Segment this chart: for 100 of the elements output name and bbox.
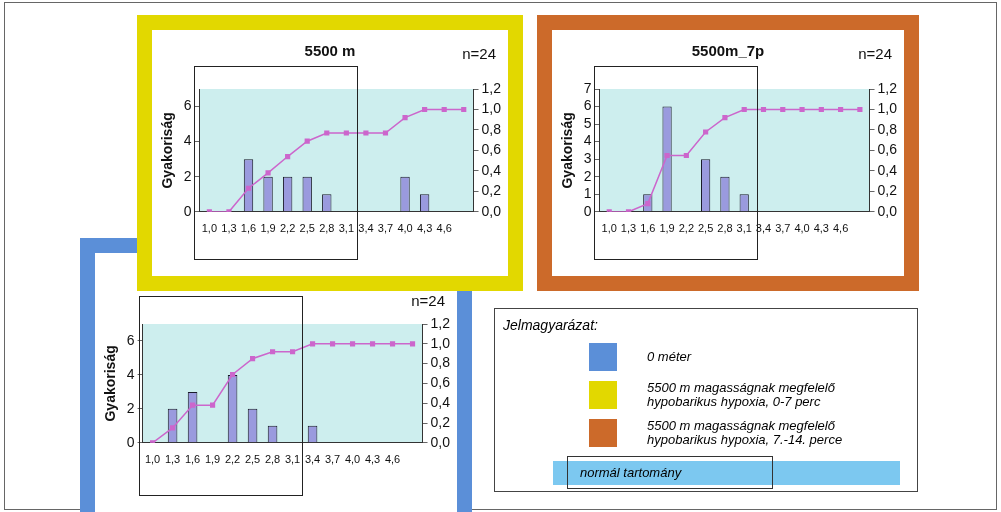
point [289,349,296,355]
x-tick-label: 1,0 [144,453,161,466]
text: n=24 [411,292,445,310]
y2-tick-label: 1,0 [877,100,898,117]
x-tick-label: 4,6 [832,222,849,235]
point [269,349,276,355]
y2-tick-label: 1,0 [430,334,451,351]
text: n=24 [462,45,496,63]
y2-tick-label: 0,8 [430,354,451,371]
y2-tick-label: 0,6 [481,141,502,158]
x-tick-label: 1,3 [620,222,637,235]
y-tick-label: 4 [583,132,592,149]
point [722,115,728,121]
x-tick-label: 4,3 [416,222,433,235]
x-tick-label: 3,7 [377,222,394,235]
point [369,341,376,347]
text: 0 méter [647,349,693,364]
text: 5500 m magasságnak megfelelő hypobarikus hypoxia, 7.-14. perce [647,418,844,447]
x-tick-label: 3,7 [775,222,791,235]
point [309,341,316,347]
y-tick-label: 5 [583,114,592,131]
x-tick-label: 1,6 [240,222,257,235]
x-tick-label: 4,0 [397,222,413,235]
y2-tick-label: 1,2 [430,314,451,331]
y-axis-title: Gyakoriság [102,345,119,422]
point [209,402,216,408]
x-tick-label: 1,9 [260,222,276,235]
x-tick-label: 1,9 [204,453,221,466]
x-tick-label: 4,6 [436,222,452,235]
x-tick-label: 2,5 [697,222,714,235]
y2-tick-label: 0,4 [877,161,898,178]
point [857,106,863,113]
point [402,115,408,121]
y-tick-label: 2 [583,167,592,184]
point [441,106,447,113]
y-tick-label: 0 [183,202,192,219]
y-tick-label: 4 [183,132,192,149]
x-tick-label: 4,6 [384,453,401,466]
point [741,106,747,113]
text: n=24 [858,45,892,63]
y-tick-label: 6 [583,97,592,114]
x-tick-label: 2,2 [678,222,694,235]
point [229,371,236,378]
x-tick-label: 4,3 [364,453,381,466]
x-tick-label: 4,0 [794,222,810,235]
point [389,341,396,347]
y2-tick-label: 1,2 [877,79,898,96]
x-tick-label: 1,6 [640,222,656,235]
y2-tick-label: 0,0 [481,202,502,219]
x-tick-label: 1,0 [601,222,617,235]
y2-tick-label: 0,6 [877,141,898,158]
x-tick-label: 3,4 [304,453,321,466]
point [245,185,252,191]
x-tick-label: 4,0 [344,453,361,466]
y2-tick-label: 0,2 [877,182,898,199]
point [329,341,336,347]
chart-title: 5500m_7p [691,42,765,60]
x-tick-label: 1,3 [221,222,237,235]
point [349,341,356,347]
text: Jelmagyarázat: [503,317,598,333]
y2-tick-label: 1,2 [481,79,502,96]
point [343,130,349,136]
x-tick-label: 1,3 [164,453,181,466]
x-tick-label: 1,6 [184,453,201,466]
point [664,152,670,159]
point [461,106,467,113]
y2-tick-label: 0,4 [430,394,451,411]
point [363,130,369,136]
point [838,106,844,113]
x-tick-label: 2,5 [244,453,261,466]
x-tick-label: 2,8 [319,222,335,235]
x-tick-label: 1,9 [659,222,675,235]
y2-tick-label: 1,0 [481,100,502,117]
point [189,402,196,408]
point [285,153,291,160]
y2-tick-label: 0,6 [430,374,451,391]
point [304,138,310,144]
point [265,170,271,176]
y-tick-label: 0 [126,433,135,450]
text: normál tartomány [580,465,682,480]
point [409,341,416,347]
x-tick-label: 2,2 [279,222,296,235]
y-tick-label: 6 [183,97,192,114]
y-tick-label: 0 [583,202,592,219]
x-tick-label: 3,4 [358,222,374,235]
chart-title: 5500 m [304,42,356,60]
x-tick-label: 4,3 [813,222,829,235]
point [382,130,389,136]
point [324,130,330,136]
y-tick-label: 1 [583,185,592,202]
point [249,356,256,362]
point [169,425,176,431]
x-tick-label: 3,1 [284,453,301,466]
point [760,106,767,113]
y2-tick-label: 0,2 [481,182,502,199]
y-axis-title: Gyakoriság [559,112,576,189]
text: 5500 m magasságnak megfelelő hypobarikus hypoxia, 0-7 perc [647,380,836,409]
y-tick-label: 6 [126,331,135,348]
x-tick-label: 1,0 [201,222,218,235]
y2-tick-label: 0,0 [430,433,451,450]
